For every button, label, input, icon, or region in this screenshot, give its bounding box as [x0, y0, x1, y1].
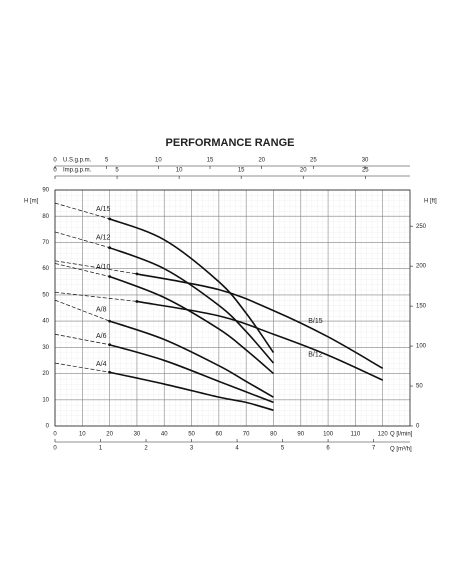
x-tick-label: 10 [176, 168, 183, 174]
plot-frame [54, 189, 411, 427]
x-tick-label: 30 [362, 158, 369, 164]
point-marker [108, 343, 112, 347]
y2-axis-label: H [ft] [424, 199, 437, 205]
x-tick-label: 25 [362, 168, 369, 174]
x-tick-label: 25 [310, 158, 317, 164]
axis-label: U.S.g.p.m. [63, 158, 92, 164]
x-tick-label: 20 [258, 158, 265, 164]
y2-tick-label: 150 [416, 304, 427, 310]
y-tick-label: 40 [42, 319, 49, 325]
point-marker [108, 370, 112, 374]
series-label: B/15 [308, 318, 323, 325]
series-line [109, 320, 274, 398]
series-line [109, 343, 274, 404]
x-tick-label: 110 [351, 432, 361, 438]
x-tick-label: 15 [238, 168, 245, 174]
x-tick-label: 6 [326, 446, 330, 452]
y2-tick-label: 50 [416, 384, 423, 390]
series-line-dashed [54, 362, 110, 373]
y2-tick-label: 0 [416, 424, 420, 430]
series-line-dashed [54, 231, 110, 249]
x-tick-label: 5 [115, 168, 119, 174]
series-label: A/8 [96, 307, 107, 314]
y-tick-label: 70 [42, 240, 49, 246]
series-line-dashed [54, 202, 110, 220]
series-line [109, 246, 275, 364]
series-line [109, 218, 275, 354]
y-tick-label: 10 [42, 397, 49, 403]
series-line [109, 371, 274, 412]
x-tick-label: 1 [99, 446, 103, 452]
y-tick-label: 0 [46, 424, 50, 430]
series-line [136, 300, 384, 381]
axis-label: Q [m³/h] [390, 447, 412, 453]
x-tick-label: 30 [134, 432, 141, 438]
x-tick-label: 5 [281, 446, 285, 452]
x-tick-label: 120 [378, 432, 389, 438]
y2-tick-label: 250 [416, 224, 427, 230]
x-tick-label: 4 [235, 446, 239, 452]
x-tick-label: 3 [190, 446, 194, 452]
x-tick-label: 5 [105, 158, 109, 164]
y-tick-label: 80 [42, 214, 49, 220]
x-tick-label: 10 [155, 158, 162, 164]
y-tick-label: 30 [42, 345, 49, 351]
y-tick-label: 50 [42, 292, 49, 298]
x-tick-label: 0 [53, 158, 57, 164]
point-marker [108, 319, 112, 323]
x-tick-label: 2 [144, 446, 148, 452]
y-tick-label: 20 [42, 371, 49, 377]
axis-label: Imp.g.p.m. [63, 168, 92, 174]
point-marker [135, 272, 139, 276]
y2-tick-label: 200 [416, 264, 427, 270]
chart-title: PERFORMANCE RANGE [166, 137, 295, 149]
series-line-dashed [54, 299, 110, 322]
x-tick-label: 80 [270, 432, 277, 438]
x-tick-label: 0 [53, 432, 57, 438]
series-line [136, 273, 384, 370]
point-marker [135, 300, 139, 303]
x-axis-label: Q [l/min] [390, 432, 413, 438]
minor-grid [55, 190, 410, 426]
y-tick-label: 60 [42, 266, 49, 272]
x-tick-label: 15 [207, 158, 214, 164]
x-tick-label: 50 [188, 432, 195, 438]
x-tick-label: 20 [106, 432, 113, 438]
point-marker [108, 217, 112, 221]
series-line-dashed [54, 260, 137, 275]
x-tick-label: 60 [216, 432, 223, 438]
series-label: A/6 [96, 333, 107, 340]
x-tick-label: 70 [243, 432, 250, 438]
y-tick-label: 90 [42, 188, 49, 194]
x-tick-label: 100 [323, 432, 334, 438]
x-tick-label: 20 [300, 168, 307, 174]
series-line-dashed [54, 333, 110, 346]
series-label: A/15 [96, 206, 111, 213]
series-label: A/12 [96, 235, 111, 242]
x-tick-label: 0 [53, 168, 57, 174]
x-tick-label: 90 [297, 432, 304, 438]
point-marker [108, 275, 112, 278]
series-label: A/10 [96, 264, 111, 271]
series-line [109, 275, 274, 375]
series-label: B/12 [308, 352, 323, 359]
x-tick-label: 40 [161, 432, 168, 438]
x-tick-label: 0 [53, 446, 57, 452]
point-marker [108, 246, 112, 250]
y-axis-label: H [m] [24, 199, 39, 205]
series-line-dashed [54, 291, 137, 302]
x-tick-label: 7 [372, 446, 376, 452]
x-tick-label: 10 [79, 432, 86, 438]
series-line-dashed [54, 263, 110, 277]
series-label: A/4 [96, 361, 107, 368]
y2-tick-label: 100 [416, 344, 427, 350]
